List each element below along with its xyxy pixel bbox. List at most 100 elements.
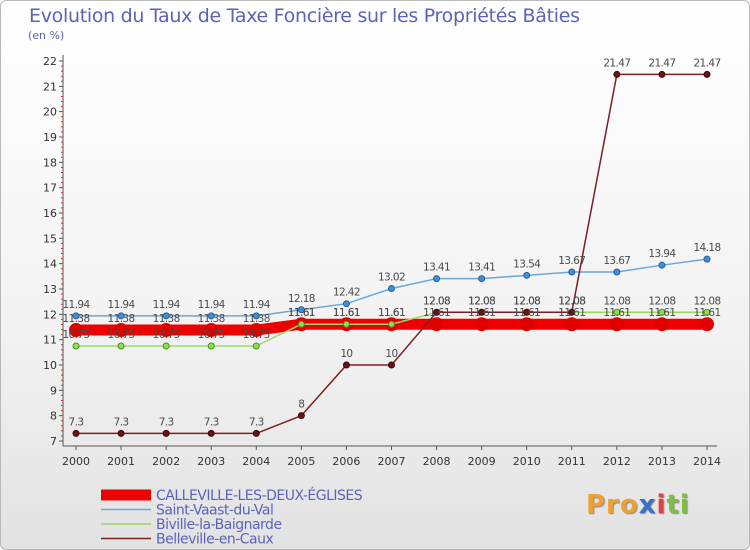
data-label: 10.75 [198, 329, 225, 341]
data-label: 13.54 [513, 258, 541, 270]
data-label: 13.41 [468, 262, 495, 274]
y-tick-label: 7 [50, 435, 57, 448]
data-point [519, 317, 534, 332]
data-label: 21.47 [648, 57, 675, 69]
data-label: 11.61 [558, 307, 585, 319]
data-label: 11.61 [468, 307, 495, 319]
data-point [297, 320, 305, 328]
y-tick-label: 11 [43, 334, 57, 347]
data-point [252, 342, 260, 350]
data-label: 13.41 [423, 262, 450, 274]
data-label: 12.42 [333, 287, 360, 299]
data-label: 12.08 [648, 295, 675, 307]
y-tick-label: 8 [50, 410, 57, 423]
y-tick-label: 15 [43, 232, 57, 245]
data-point [162, 342, 170, 350]
data-label: 12.08 [558, 295, 585, 307]
data-point [613, 308, 621, 316]
data-point [658, 261, 666, 269]
data-point [162, 429, 170, 437]
data-point [252, 429, 260, 437]
x-tick-label: 2005 [287, 455, 315, 468]
data-point [207, 429, 215, 437]
data-point [429, 317, 444, 332]
data-label: 11.38 [153, 313, 180, 325]
data-label: 11.38 [62, 313, 89, 325]
data-label: 10.75 [108, 329, 135, 341]
data-label: 11.61 [378, 307, 405, 319]
data-point [342, 361, 350, 369]
data-label: 12.08 [513, 295, 540, 307]
data-point [72, 312, 80, 320]
y-tick-label: 21 [43, 80, 57, 93]
data-point [564, 317, 579, 332]
x-tick-label: 2013 [648, 455, 676, 468]
legend-label: Saint-Vaast-du-Val [156, 503, 273, 519]
data-label: 14.18 [693, 242, 720, 254]
x-tick-label: 2009 [468, 455, 496, 468]
logo-part-i: i [656, 490, 667, 520]
data-label: 12.08 [468, 295, 495, 307]
data-point [609, 317, 624, 332]
data-label: 8 [298, 399, 304, 411]
legend: CALLEVILLE-LES-DEUX-ÉGLISESSaint-Vaast-d… [101, 487, 363, 548]
data-label: 12.08 [423, 295, 450, 307]
data-point [162, 312, 170, 320]
data-point [388, 284, 395, 292]
data-point [207, 312, 215, 320]
data-point [658, 308, 666, 316]
y-tick-label: 12 [43, 308, 57, 321]
data-point [474, 317, 489, 332]
data-point [297, 306, 305, 314]
data-point [478, 308, 486, 316]
y-tick-label: 19 [43, 131, 57, 144]
data-label: 11.94 [108, 299, 136, 311]
data-point [568, 308, 576, 316]
legend-label: Biville-la-Baignarde [156, 517, 282, 533]
data-point [523, 271, 531, 279]
data-label: 12.08 [513, 295, 540, 307]
data-point [117, 429, 125, 437]
data-label: 11.38 [108, 313, 135, 325]
logo-part-x: x [638, 490, 657, 520]
data-point [159, 323, 174, 338]
x-tick-label: 2002 [152, 455, 180, 468]
data-label: 11.94 [62, 299, 90, 311]
x-tick-label: 2001 [107, 455, 135, 468]
data-label: 7.3 [114, 416, 129, 428]
data-label: 11.61 [693, 307, 720, 319]
data-point [433, 275, 441, 283]
proxiti-logo: Proxiti [586, 490, 690, 520]
data-point [658, 70, 666, 78]
data-label: 11.38 [243, 313, 270, 325]
data-label: 13.67 [558, 255, 585, 267]
data-label: 11.61 [423, 307, 450, 319]
y-tick-label: 20 [43, 106, 57, 119]
data-label: 11.61 [513, 307, 540, 319]
logo-part-pro: Pro [586, 490, 639, 520]
data-point [69, 323, 83, 338]
data-label: 11.38 [198, 313, 225, 325]
data-point [654, 317, 669, 332]
data-point [388, 320, 395, 328]
data-label: 7.3 [69, 416, 84, 428]
y-tick-label: 16 [43, 207, 57, 220]
data-point [523, 308, 531, 316]
data-label: 10 [385, 348, 397, 360]
data-label: 11.61 [333, 307, 360, 319]
data-point [433, 308, 441, 316]
data-point [204, 323, 219, 338]
data-label: 10.75 [62, 329, 89, 341]
data-point [388, 361, 395, 369]
x-tick-label: 2006 [332, 455, 360, 468]
data-label: 7.3 [204, 416, 219, 428]
y-tick-label: 17 [43, 182, 57, 195]
data-label: 21.47 [603, 57, 630, 69]
data-label: 10.75 [243, 329, 270, 341]
data-point [72, 429, 80, 437]
y-tick-label: 18 [43, 156, 57, 169]
data-point [72, 342, 80, 350]
data-label: 12.08 [468, 295, 495, 307]
data-label: 12.08 [603, 295, 630, 307]
